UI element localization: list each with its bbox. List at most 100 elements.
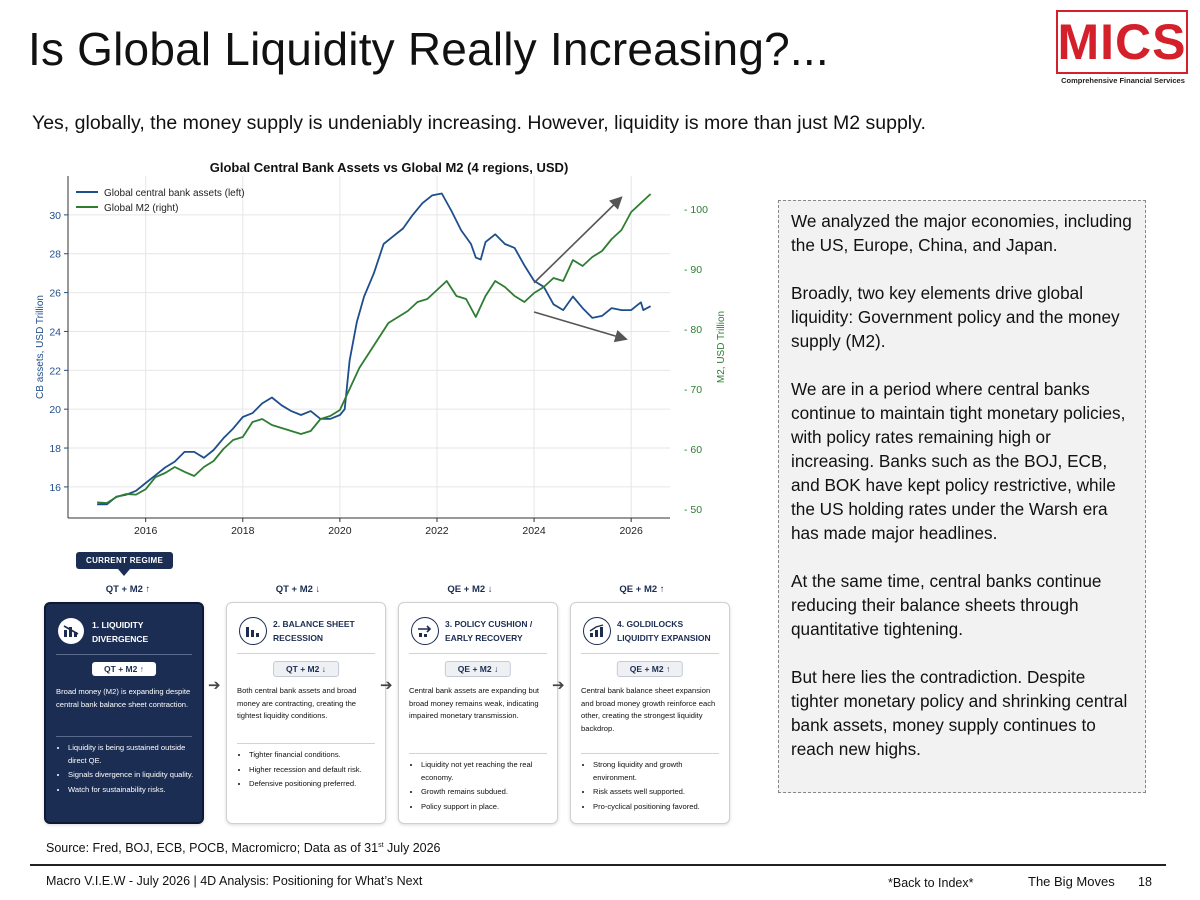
series-line-cb-assets bbox=[97, 192, 652, 506]
card-divider bbox=[581, 753, 719, 754]
card-bullet: Higher recession and default risk. bbox=[249, 764, 379, 777]
y-right-tick-label: - 80 bbox=[684, 324, 702, 336]
card-description: Central bank assets are expanding but br… bbox=[409, 686, 540, 720]
card-pill: QT + M2 ↑ bbox=[92, 662, 156, 676]
annotation-arrow bbox=[533, 196, 623, 284]
regime-panel: CURRENT REGIME QT + M2 ↑ QT + M2 ↓ QE + … bbox=[40, 548, 740, 838]
card-description: Central bank balance sheet expansion and… bbox=[581, 686, 716, 733]
y-right-axis-label: M2, USD Trillion bbox=[716, 311, 727, 383]
y-right-tick-label: - 70 bbox=[684, 384, 702, 396]
source-prefix: Source: Fred, BOJ, ECB, POCB, Macromicro… bbox=[46, 841, 379, 855]
y-left-tick-label: 24 bbox=[49, 326, 61, 338]
mics-logo: MICS Comprehensive Financial Services bbox=[1056, 10, 1190, 90]
x-tick-label: 2024 bbox=[522, 525, 546, 537]
arrow-right-icon: ➔ bbox=[380, 677, 393, 694]
y-right-tick-label: - 50 bbox=[684, 504, 702, 516]
card-bullet: Tighter financial conditions. bbox=[249, 749, 379, 762]
shrinking-bars-icon bbox=[239, 617, 267, 645]
card-title: 4. GOLDILOCKS LIQUIDITY EXPANSION bbox=[617, 619, 711, 643]
y-left-tick-label: 20 bbox=[49, 404, 61, 416]
regime-head-1: QT + M2 ↑ bbox=[105, 584, 151, 595]
x-tick-label: 2018 bbox=[231, 525, 255, 537]
card-divider bbox=[409, 653, 547, 654]
card-divider bbox=[56, 736, 192, 737]
annotation-arrow bbox=[533, 311, 628, 343]
card-bullet: Liquidity not yet reaching the real econ… bbox=[421, 759, 551, 784]
regime-head-4: QE + M2 ↑ bbox=[619, 584, 665, 595]
declining-chart-icon bbox=[58, 618, 84, 644]
regime-card-policy-cushion: 3. POLICY CUSHION / EARLY RECOVERY QE + … bbox=[398, 602, 558, 824]
commentary-paragraph: At the same time, central banks continue… bbox=[791, 571, 1102, 639]
source-sup: st bbox=[378, 841, 384, 849]
y-right-tick-label: - 60 bbox=[684, 444, 702, 456]
card-bullet: Policy support in place. bbox=[421, 801, 551, 814]
x-tick-label: 2020 bbox=[328, 525, 352, 537]
regime-card-liquidity-divergence: 1. LIQUIDITY DIVERGENCE QT + M2 ↑ Broad … bbox=[44, 602, 204, 824]
x-tick-label: 2016 bbox=[134, 525, 158, 537]
x-tick-label: 2022 bbox=[425, 525, 449, 537]
card-bullet: Signals divergence in liquidity quality. bbox=[68, 769, 196, 782]
card-description: Both central bank assets and broad money… bbox=[237, 686, 357, 720]
chart-title: Global Central Bank Assets vs Global M2 … bbox=[210, 160, 569, 175]
card-bullets: Tighter financial conditions. Higher rec… bbox=[237, 749, 379, 793]
page-title: Is Global Liquidity Really Increasing?..… bbox=[28, 23, 829, 75]
regime-card-balance-sheet-recession: 2. BALANCE SHEET RECESSION QT + M2 ↓ Bot… bbox=[226, 602, 386, 824]
card-pill: QT + M2 ↓ bbox=[273, 661, 339, 677]
arrow-right-icon: ➔ bbox=[552, 677, 565, 694]
transfer-arrow-icon bbox=[411, 617, 439, 645]
series-line-m2 bbox=[97, 193, 652, 504]
card-bullet: Watch for sustainability risks. bbox=[68, 784, 196, 797]
card-divider bbox=[237, 743, 375, 744]
page-subtitle: Yes, globally, the money supply is unden… bbox=[32, 112, 926, 134]
y-right-tick-label: - 90 bbox=[684, 264, 702, 276]
rising-chart-icon bbox=[583, 617, 611, 645]
y-left-tick-label: 30 bbox=[49, 210, 61, 222]
back-to-index-link[interactable]: *Back to Index* bbox=[888, 876, 974, 890]
card-bullets: Liquidity is being sustained outside dir… bbox=[56, 742, 196, 798]
commentary-box: We analyzed the major economies, includi… bbox=[778, 200, 1146, 793]
card-pill: QE + M2 ↑ bbox=[616, 661, 684, 677]
regime-card-goldilocks: 4. GOLDILOCKS LIQUIDITY EXPANSION QE + M… bbox=[570, 602, 730, 824]
commentary-paragraph: We analyzed the major economies, includi… bbox=[791, 211, 1132, 255]
legend-label: Global M2 (right) bbox=[104, 203, 178, 214]
y-left-tick-label: 26 bbox=[49, 288, 61, 300]
current-regime-badge: CURRENT REGIME bbox=[76, 552, 174, 569]
y-left-tick-label: 16 bbox=[49, 482, 61, 494]
card-bullet: Growth remains subdued. bbox=[421, 786, 551, 799]
chart-svg: Global Central Bank Assets vs Global M2 … bbox=[35, 160, 727, 537]
page-number: 18 bbox=[1138, 875, 1152, 889]
logo-tagline: Comprehensive Financial Services bbox=[1061, 76, 1185, 85]
y-left-tick-label: 22 bbox=[49, 365, 61, 377]
commentary-paragraph: We are in a period where central banks c… bbox=[791, 379, 1126, 543]
card-bullets: Strong liquidity and growth environment.… bbox=[581, 759, 723, 815]
y-left-axis-label: CB assets, USD Trillion bbox=[35, 295, 46, 399]
card-description: Broad money (M2) is expanding despite ce… bbox=[56, 687, 191, 709]
y-left-tick-label: 28 bbox=[49, 249, 61, 261]
regime-head-2: QT + M2 ↓ bbox=[275, 584, 321, 595]
card-bullet: Liquidity is being sustained outside dir… bbox=[68, 742, 196, 767]
y-right-tick-label: - 100 bbox=[684, 204, 708, 216]
x-tick-label: 2026 bbox=[619, 525, 643, 537]
legend-label: Global central bank assets (left) bbox=[104, 188, 245, 199]
card-bullet: Strong liquidity and growth environment. bbox=[593, 759, 723, 784]
commentary-paragraph: Broadly, two key elements drive global l… bbox=[791, 283, 1120, 351]
logo-wordmark: MICS bbox=[1057, 14, 1187, 70]
card-title: 1. LIQUIDITY DIVERGENCE bbox=[92, 620, 149, 644]
y-left-tick-label: 18 bbox=[49, 443, 61, 455]
card-bullet: Defensive positioning preferred. bbox=[249, 778, 379, 791]
arrow-right-icon: ➔ bbox=[208, 677, 221, 694]
footer-section-name: The Big Moves bbox=[1028, 874, 1115, 889]
card-pill: QE + M2 ↓ bbox=[444, 661, 512, 677]
card-divider bbox=[409, 753, 547, 754]
commentary-paragraph: But here lies the contradiction. Despite… bbox=[791, 667, 1128, 759]
card-title: 3. POLICY CUSHION / EARLY RECOVERY bbox=[445, 619, 533, 643]
source-note: Source: Fred, BOJ, ECB, POCB, Macromicro… bbox=[46, 841, 441, 855]
card-title: 2. BALANCE SHEET RECESSION bbox=[273, 619, 355, 643]
footer-report-title: Macro V.I.E.W - July 2026 | 4D Analysis:… bbox=[46, 874, 423, 888]
card-divider bbox=[581, 653, 719, 654]
card-divider bbox=[237, 653, 375, 654]
card-bullets: Liquidity not yet reaching the real econ… bbox=[409, 759, 551, 815]
regime-head-3: QE + M2 ↓ bbox=[447, 584, 493, 595]
card-bullet: Pro-cyclical positioning favored. bbox=[593, 801, 723, 814]
liquidity-chart: Global Central Bank Assets vs Global M2 … bbox=[30, 156, 740, 546]
